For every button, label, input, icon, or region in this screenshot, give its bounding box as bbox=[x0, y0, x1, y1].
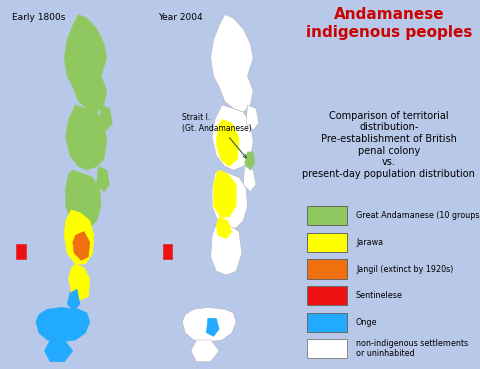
Polygon shape bbox=[191, 340, 219, 362]
Text: Jangil (extinct by 1920s): Jangil (extinct by 1920s) bbox=[356, 265, 453, 273]
Polygon shape bbox=[246, 105, 259, 130]
Polygon shape bbox=[216, 120, 239, 166]
Polygon shape bbox=[243, 166, 256, 192]
Polygon shape bbox=[216, 217, 232, 239]
Polygon shape bbox=[64, 210, 94, 264]
Polygon shape bbox=[16, 244, 26, 259]
Text: Comparison of territorial
distribution-
Pre-establishment of British
penal colon: Comparison of territorial distribution- … bbox=[302, 111, 475, 179]
Text: Early 1800s: Early 1800s bbox=[12, 13, 65, 22]
Polygon shape bbox=[211, 14, 253, 112]
Polygon shape bbox=[36, 307, 90, 342]
Polygon shape bbox=[67, 289, 80, 311]
Bar bbox=[307, 313, 347, 332]
Polygon shape bbox=[66, 105, 107, 170]
Polygon shape bbox=[212, 170, 248, 228]
Polygon shape bbox=[73, 231, 90, 261]
Text: Sentinelese: Sentinelese bbox=[356, 291, 403, 300]
Polygon shape bbox=[100, 105, 112, 130]
Bar bbox=[307, 206, 347, 225]
Text: Year 2004: Year 2004 bbox=[158, 13, 203, 22]
Polygon shape bbox=[211, 221, 242, 275]
Polygon shape bbox=[97, 166, 109, 192]
Polygon shape bbox=[64, 14, 107, 112]
Polygon shape bbox=[182, 307, 236, 342]
Text: Great Andamanese (10 groups): Great Andamanese (10 groups) bbox=[356, 211, 480, 220]
Bar bbox=[307, 259, 347, 279]
Bar bbox=[307, 233, 347, 252]
Polygon shape bbox=[66, 170, 101, 228]
Polygon shape bbox=[206, 318, 219, 337]
Text: Strait I.
(Gt. Andamanese): Strait I. (Gt. Andamanese) bbox=[182, 113, 252, 158]
Polygon shape bbox=[214, 170, 236, 217]
Bar bbox=[307, 286, 347, 305]
Polygon shape bbox=[245, 152, 254, 170]
Polygon shape bbox=[69, 264, 90, 300]
Bar bbox=[307, 339, 347, 358]
Polygon shape bbox=[212, 105, 253, 170]
Polygon shape bbox=[163, 244, 172, 259]
Polygon shape bbox=[45, 340, 73, 362]
Text: Jarawa: Jarawa bbox=[356, 238, 383, 247]
Text: Onge: Onge bbox=[356, 318, 377, 327]
Text: non-indigenous settlements
or uninhabited: non-indigenous settlements or uninhabite… bbox=[356, 339, 468, 358]
Text: Andamanese
indigenous peoples: Andamanese indigenous peoples bbox=[306, 7, 472, 40]
